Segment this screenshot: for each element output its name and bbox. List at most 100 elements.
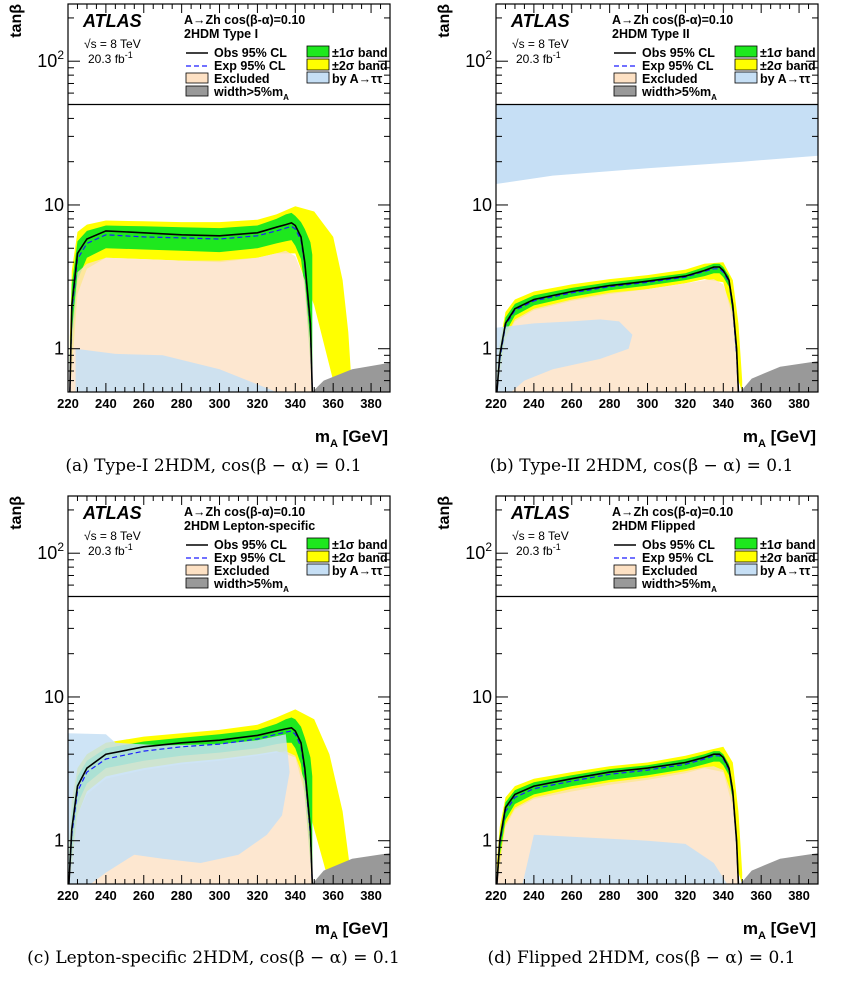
plot-area [68,709,390,884]
observed-limit-line [496,266,740,392]
x-tick-label: 260 [561,396,583,411]
legend-obs-label: Obs 95% CL [214,538,287,552]
observed-limit-line [496,753,740,884]
legend-band2-swatch [734,58,758,71]
process-label: A→Zh cos(β-α)=0.10 [612,13,733,27]
y-tick-label: 1 [482,831,492,851]
x-tick-label: 260 [133,888,155,903]
atlas-label: ATLAS [82,503,142,523]
legend-width-swatch [185,577,209,589]
legend-atautau-swatch [306,563,330,576]
panel-type-1: 220 240 260 280 300 320 340 360 380 1 10 102 mA [GeV… [0,0,427,491]
legend-width-swatch [613,577,637,589]
model-label: 2HDM Flipped [612,519,695,533]
legend-atautau-label: by A→ττ [332,72,383,86]
atlas-label: ATLAS [510,11,570,31]
legend-band1-label: ±1σ band [332,46,388,60]
atautau-region [496,319,633,392]
x-tick-label: 320 [247,396,269,411]
legend-band2-label: ±2σ band [760,59,816,73]
legend-atautau-swatch [734,563,758,576]
legend-band1-label: ±1σ band [332,538,388,552]
legend-width-label: width>5%mA [213,577,289,594]
legend-band1-swatch [734,45,758,58]
band-1sigma [69,212,313,392]
x-tick-label: 380 [788,888,810,903]
x-tick-label: 220 [57,888,79,903]
y-axis-label: tanβ [436,4,453,38]
panel-flipped: 220 240 260 280 300 320 340 360 380 1 10 102 mA [GeV… [428,492,855,983]
x-tick-label: 300 [209,396,231,411]
band-1sigma [496,751,739,884]
x-tick-label: 240 [95,888,117,903]
x-tick-label: 320 [247,888,269,903]
x-tick-label: 240 [523,396,545,411]
x-tick-label: 340 [712,888,734,903]
atlas-label: ATLAS [82,11,142,31]
caption-lepton-specific: (c) Lepton-specific 2HDM, cos(β − α) = 0… [27,948,400,968]
y-tick-label: 10 [472,195,492,215]
atautau-region [522,834,728,884]
x-tick-label: 340 [712,396,734,411]
x-tick-label: 360 [750,396,772,411]
caption-type-2: (b) Type-II 2HDM, cos(β − α) = 0.1 [489,456,794,476]
x-tick-label: 340 [284,396,306,411]
legend-exp-label: Exp 95% CL [214,551,286,565]
legend-excluded-label: Excluded [214,72,270,86]
expected-limit-line [496,755,739,884]
y-tick-label: 1 [54,339,64,359]
legend-band2-swatch [734,550,758,563]
plot-area [496,746,818,884]
legend-width-label: width>5%mA [641,85,717,102]
x-tick-label: 340 [284,888,306,903]
legend-excluded-label: Excluded [214,564,270,578]
legend-excluded-label: Excluded [642,564,698,578]
process-label: A→Zh cos(β-α)=0.10 [184,13,305,27]
y-tick-label: 102 [465,540,492,563]
lumi-label: 20.3 fb-1 [88,50,133,66]
legend-band2-label: ±2σ band [332,59,388,73]
y-axis-label: tanβ [8,4,25,38]
x-tick-label: 260 [133,396,155,411]
observed-limit-line [68,726,314,884]
legend-width-label: width>5%mA [641,577,717,594]
x-tick-label: 300 [637,396,659,411]
legend-exp-label: Exp 95% CL [642,551,714,565]
legend-obs-label: Obs 95% CL [642,538,715,552]
atlas-label: ATLAS [510,503,570,523]
legend-atautau-swatch [734,71,758,84]
x-tick-label: 380 [788,396,810,411]
legend-band2-swatch [306,58,330,71]
legend-width-swatch [613,85,637,97]
x-tick-label: 360 [750,888,772,903]
model-label: 2HDM Lepton-specific [184,519,315,533]
legend-excluded-swatch [185,564,209,576]
x-axis-label: mA [GeV] [315,919,388,942]
chart-type-1: 220 240 260 280 300 320 340 360 380 1 10 102 mA [GeV… [8,3,391,450]
model-label: 2HDM Type I [184,27,258,41]
legend-band2-label: ±2σ band [760,551,816,565]
y-tick-label: 102 [37,48,64,71]
y-tick-label: 102 [465,48,492,71]
y-axis-label: tanβ [436,496,453,530]
legend-excluded-label: Excluded [642,72,698,86]
y-tick-label: 102 [37,540,64,563]
x-axis-label: mA [GeV] [315,427,388,450]
x-tick-label: 280 [171,396,193,411]
legend-band1-swatch [306,45,330,58]
y-tick-label: 1 [54,831,64,851]
legend-band2-swatch [306,550,330,563]
panel-type-2: 220 240 260 280 300 320 340 360 380 1 10 102 mA [GeV… [428,0,855,491]
atautau-region [68,733,290,884]
legend-obs-label: Obs 95% CL [642,46,715,60]
legend-excluded-swatch [185,72,209,84]
legend-atautau-label: by A→ττ [760,72,811,86]
chart-type-2: 220 240 260 280 300 320 340 360 380 1 10 102 mA [GeV… [436,3,819,450]
energy-label: √s = 8 TeV [84,529,141,543]
x-tick-label: 300 [209,888,231,903]
x-tick-label: 220 [485,888,507,903]
atautau-region [75,348,277,392]
chart-flipped: 220 240 260 280 300 320 340 360 380 1 10 102 mA [GeV… [436,495,819,942]
x-tick-label: 360 [322,396,344,411]
x-tick-label: 380 [360,888,382,903]
